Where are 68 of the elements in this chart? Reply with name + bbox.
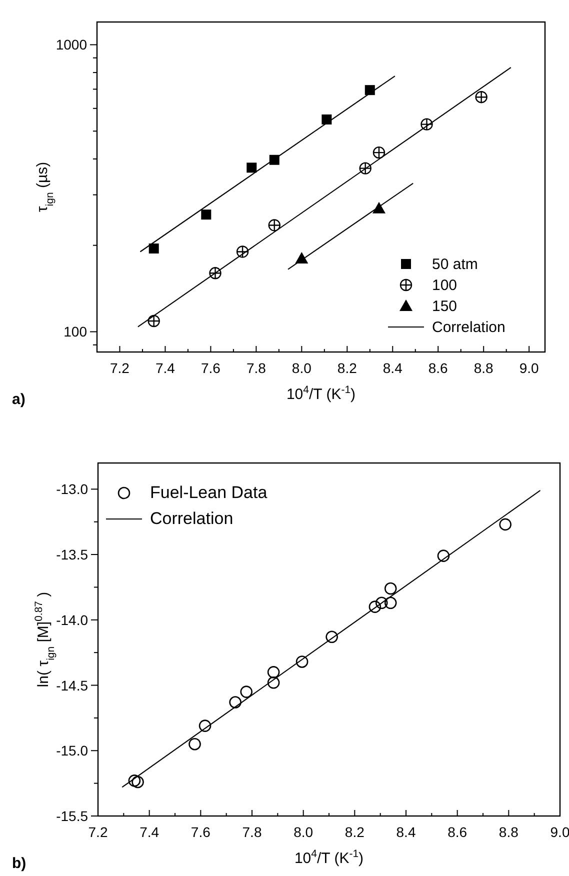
x-tick-label: 7.4 [155, 360, 176, 376]
y-tick-label: -14.5 [56, 677, 88, 694]
legend-label: 150 [432, 298, 458, 315]
point [201, 210, 212, 220]
y-tick-label: -15.5 [56, 808, 88, 824]
text: b) [12, 855, 26, 872]
point [267, 676, 280, 689]
point [236, 246, 249, 258]
point [209, 267, 222, 280]
x-tick-label: 8.6 [448, 824, 468, 840]
x-tick-label: 8.6 [428, 360, 448, 376]
x-axis-title: 10$^{4}$/T (K$^{-1}$) [294, 848, 364, 867]
y-tick-label: -15.0 [56, 742, 88, 759]
x-tick-label: 9.0 [550, 824, 569, 840]
point [132, 776, 144, 788]
point [229, 696, 242, 708]
x-tick-label: 7.8 [242, 824, 262, 840]
x-tick-label: 8.4 [382, 360, 403, 376]
x-tick-label: 7.4 [140, 824, 160, 840]
point [240, 686, 253, 698]
text: a) [12, 391, 26, 408]
point [128, 774, 141, 787]
point [359, 162, 372, 174]
point [475, 90, 488, 104]
x-tick-label: 7.8 [246, 360, 266, 376]
point [499, 518, 512, 531]
x-tick-label: 7.6 [200, 360, 221, 376]
legend-label: Correlation [432, 319, 506, 336]
point [368, 600, 382, 613]
point [437, 550, 450, 562]
point [372, 146, 386, 159]
point [364, 85, 375, 96]
x-tick-label: 8.8 [498, 824, 519, 840]
x-tick-label: 7.2 [88, 824, 108, 840]
point [267, 666, 280, 678]
x-tick-label: 7.6 [190, 824, 211, 840]
point [372, 202, 386, 214]
x-tick-label: 8.8 [474, 360, 494, 376]
y-tick-label: 1000 [56, 36, 88, 53]
point [384, 596, 397, 610]
point [326, 630, 338, 644]
point [322, 114, 332, 124]
point [198, 720, 212, 732]
x-tick-label: 8.2 [337, 360, 358, 376]
legend-label: Correlation [150, 509, 234, 528]
point [268, 219, 280, 232]
legend-label: 50 atm [432, 256, 478, 273]
y-tick-label: -13.5 [56, 546, 88, 563]
point [188, 738, 201, 750]
point [148, 244, 159, 254]
x-tick-label: 8.2 [344, 824, 365, 840]
point [420, 118, 433, 130]
legend-label: Fuel-Lean Data [150, 483, 268, 502]
x-tick-label: 8.4 [396, 824, 416, 840]
y-tick-label: 100 [64, 324, 88, 340]
legend-label: 100 [432, 277, 458, 294]
x-tick-label: 9.0 [519, 360, 540, 376]
point [384, 582, 397, 595]
x-axis-title: 10$^{4}$/T (K$^{-1}$) [286, 384, 356, 403]
point [148, 314, 160, 328]
x-tick-label: 8.0 [294, 824, 314, 840]
point [375, 596, 388, 610]
y-tick-label: -14.0 [56, 612, 88, 628]
point [246, 162, 257, 173]
point [296, 656, 308, 668]
x-tick-label: 7.2 [110, 360, 130, 376]
y-tick-label: -13.0 [56, 481, 88, 498]
x-tick-label: 8.0 [292, 360, 312, 376]
